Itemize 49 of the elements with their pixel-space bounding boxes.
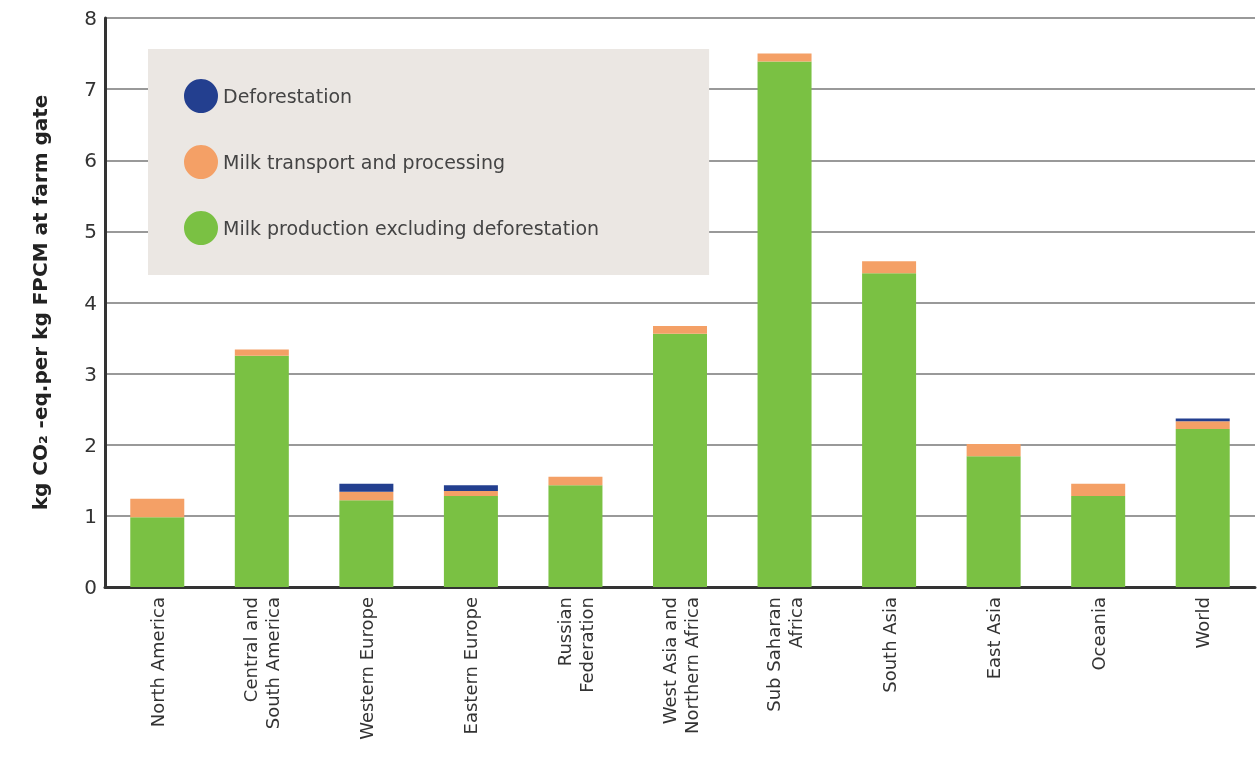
x-tick-label: Western Europe	[355, 597, 377, 740]
x-tick-label: Russian Federation	[553, 597, 597, 693]
bar	[234, 349, 289, 356]
bar	[653, 325, 707, 334]
bar	[548, 476, 603, 486]
bar	[548, 485, 603, 587]
bar	[1175, 421, 1230, 430]
bar	[653, 333, 707, 587]
bar	[757, 53, 812, 62]
bar	[1175, 418, 1230, 422]
y-tick-label: 3	[84, 361, 97, 386]
bar	[339, 491, 394, 501]
x-tick-label: West Asia and Northern Africa	[658, 597, 702, 734]
legend-label: Milk production excluding deforestation	[223, 217, 600, 239]
bar	[130, 498, 185, 518]
bar	[1071, 495, 1126, 587]
bar	[339, 500, 394, 587]
bar	[443, 490, 498, 496]
x-tick-label: Sub Saharan Africa	[763, 597, 807, 712]
bar	[339, 483, 394, 492]
x-tick-label: South Asia	[878, 597, 900, 693]
legend-label: Deforestation	[223, 85, 353, 107]
bar	[966, 456, 1021, 587]
bar	[966, 444, 1021, 457]
y-tick-label: 8	[84, 6, 97, 30]
y-tick-label: 0	[84, 575, 97, 599]
y-axis-title: kg CO₂ -eq.per kg FPCM at farm gate	[28, 94, 52, 511]
x-tick-label: East Asia	[983, 597, 1005, 680]
x-tick-label: Central and South America	[240, 597, 284, 730]
x-tick-label: World	[1192, 597, 1214, 649]
x-tick-label: Oceania	[1087, 597, 1109, 671]
bar	[234, 355, 289, 587]
bar	[443, 495, 498, 587]
y-tick-label: 7	[84, 77, 97, 102]
bar	[1071, 483, 1126, 496]
bar	[757, 61, 812, 587]
bar	[130, 517, 185, 587]
y-tick-label: 1	[84, 503, 97, 528]
bar	[443, 485, 498, 491]
x-tick-label: Eastern Europe	[460, 597, 482, 735]
y-tick-label: 5	[84, 219, 97, 244]
bar	[1175, 429, 1230, 587]
legend-label: Milk transport and processing	[223, 151, 506, 173]
y-tick-label: 2	[84, 432, 97, 457]
y-tick-label: 6	[84, 148, 97, 173]
y-tick-label: 4	[84, 290, 97, 315]
x-tick-label: North America	[146, 597, 168, 728]
bar	[862, 273, 917, 587]
bar	[862, 261, 917, 274]
